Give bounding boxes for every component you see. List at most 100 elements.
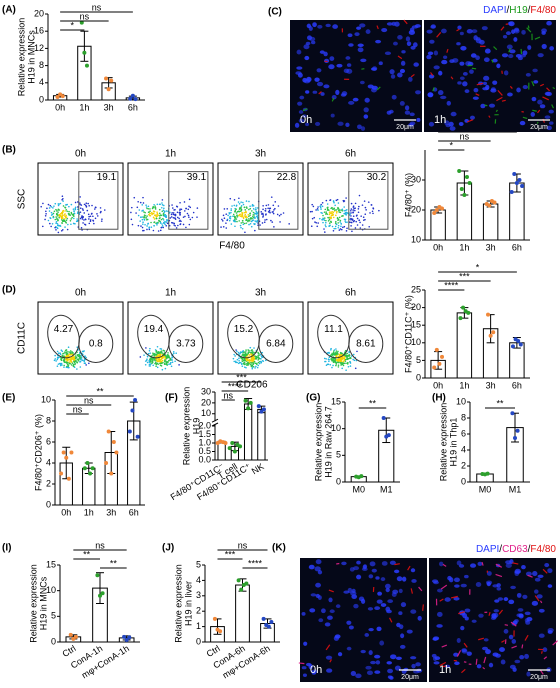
y-tick-label: 8 <box>461 412 466 422</box>
event-dot <box>164 216 167 218</box>
event-dot <box>160 226 163 229</box>
nucleus <box>337 652 343 657</box>
event-dot <box>354 367 357 370</box>
event-dot <box>262 208 264 211</box>
event-dot <box>332 208 334 211</box>
event-dot <box>272 212 275 215</box>
event-dot <box>100 220 103 222</box>
event-dot <box>57 219 59 222</box>
y-tick-label: 2 <box>461 460 466 470</box>
data-point <box>223 441 228 445</box>
nucleus <box>472 96 479 100</box>
event-dot <box>220 226 222 228</box>
significance-label: **** <box>228 381 243 391</box>
nucleus <box>497 597 504 601</box>
event-dot <box>160 206 163 209</box>
data-point <box>243 398 248 403</box>
event-dot <box>149 212 151 215</box>
nucleus <box>323 84 330 89</box>
event-dot <box>52 216 55 219</box>
stain-signal <box>410 588 413 594</box>
event-dot <box>165 210 168 212</box>
x-tick-label: 1h <box>459 242 469 252</box>
nucleus <box>309 608 316 613</box>
nucleus <box>397 35 403 40</box>
event-dot <box>234 219 236 221</box>
nucleus <box>416 668 423 673</box>
event-dot <box>88 362 90 365</box>
nucleus <box>310 593 317 597</box>
event-dot <box>263 221 266 223</box>
event-dot <box>92 215 94 218</box>
event-dot <box>248 215 250 218</box>
nucleus <box>453 577 460 583</box>
event-dot <box>196 207 199 209</box>
nucleus <box>302 673 307 677</box>
nucleus <box>411 663 416 669</box>
event-dot <box>80 216 83 219</box>
y-tick-label: 30 <box>201 386 211 396</box>
event-dot <box>241 365 244 368</box>
event-dot <box>64 213 66 215</box>
event-dot <box>233 215 236 218</box>
data-point <box>85 461 90 465</box>
event-dot <box>56 365 59 367</box>
nucleus <box>346 620 352 625</box>
y-axis-label: Relative expression <box>28 564 38 643</box>
event-dot <box>344 349 347 352</box>
nucleus <box>537 99 543 105</box>
event-dot <box>78 353 80 356</box>
event-dot <box>173 224 175 226</box>
event-dot <box>245 353 247 355</box>
data-point <box>104 461 109 465</box>
data-point <box>122 634 127 639</box>
gate <box>348 324 384 363</box>
stain-signal <box>361 68 365 70</box>
event-dot <box>83 212 86 214</box>
stain-signal <box>325 644 331 651</box>
event-dot <box>162 226 165 229</box>
stain-legend: DAPI/H19/F4/80 <box>483 5 556 16</box>
event-dot <box>176 216 179 219</box>
event-dot <box>330 357 333 360</box>
event-dot <box>270 219 272 222</box>
nucleus <box>305 122 310 127</box>
event-dot <box>165 224 168 227</box>
event-dot <box>152 352 154 354</box>
event-dot <box>252 215 254 218</box>
stain-signal <box>488 115 491 118</box>
event-dot <box>137 200 139 203</box>
event-dot <box>331 366 333 369</box>
nucleus <box>433 50 439 56</box>
gate-value: 8.61 <box>356 338 376 349</box>
event-dot <box>56 210 58 212</box>
event-dot <box>364 213 367 216</box>
event-dot <box>179 209 181 211</box>
event-dot <box>152 229 155 232</box>
event-dot <box>322 214 324 217</box>
event-dot <box>89 220 92 223</box>
event-dot <box>245 222 248 224</box>
x-tick-label: 0h <box>61 507 71 517</box>
event-dot <box>174 208 176 211</box>
stain-legend-item: / <box>528 5 531 16</box>
event-dot <box>348 351 350 353</box>
event-dot <box>233 360 236 363</box>
event-dot <box>68 361 71 363</box>
event-dot <box>80 227 83 229</box>
nucleus <box>456 560 462 566</box>
event-dot <box>248 200 250 203</box>
nucleus <box>363 107 369 113</box>
data-point <box>133 97 138 102</box>
event-dot <box>346 227 348 230</box>
flow-x-label: F4/80 <box>219 241 245 252</box>
event-dot <box>282 212 285 214</box>
event-dot <box>249 212 252 214</box>
event-dot <box>157 214 160 217</box>
nucleus <box>319 50 325 54</box>
event-dot <box>54 354 56 357</box>
event-dot <box>351 219 354 221</box>
event-dot <box>156 211 158 214</box>
nucleus <box>401 50 406 54</box>
event-dot <box>81 350 84 353</box>
